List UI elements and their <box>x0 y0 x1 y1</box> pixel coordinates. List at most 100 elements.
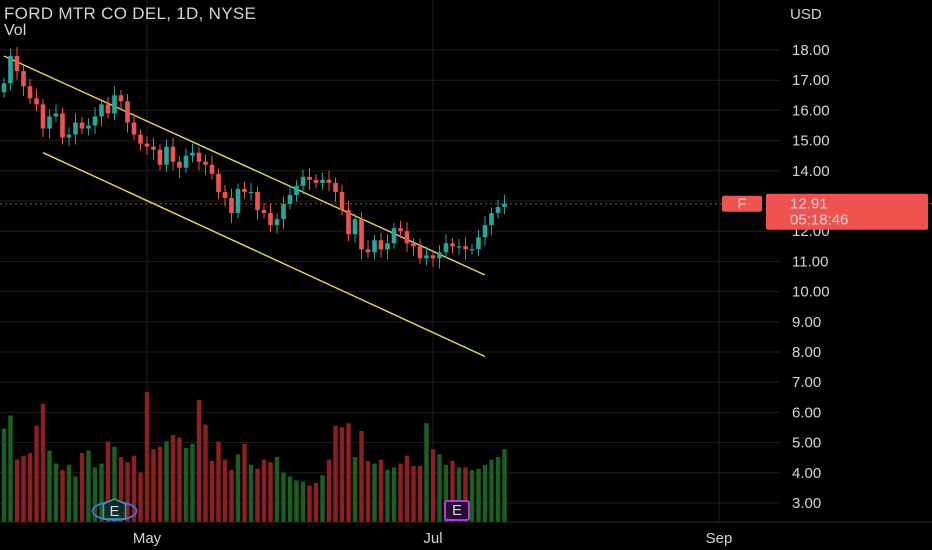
candle-body <box>326 179 332 183</box>
price-tick-label: 11.00 <box>792 253 828 270</box>
volume-bar <box>320 475 325 522</box>
candle-body <box>164 146 169 165</box>
candle-body <box>417 246 423 259</box>
volume-bar <box>203 424 208 522</box>
volume-bar <box>339 427 345 522</box>
volume-bar <box>53 463 59 522</box>
channel-upper-line <box>3 55 486 276</box>
candle-body <box>235 188 241 214</box>
candle-body <box>190 152 195 156</box>
time-axis[interactable]: May Jul Sep <box>0 521 932 547</box>
candle-body <box>300 176 306 186</box>
earnings-upcoming-label: E <box>452 502 462 519</box>
volume-bar <box>502 449 507 522</box>
volume-bar <box>482 464 488 522</box>
trend-channel[interactable] <box>3 55 486 358</box>
bar-countdown: 05:18:46 <box>790 212 848 229</box>
candle-body <box>99 104 104 117</box>
symbol-title[interactable]: FORD MTR CO DEL, 1D, NYSE <box>4 4 257 23</box>
candle-body <box>131 122 137 135</box>
volume-bar <box>216 441 221 522</box>
candle-body <box>424 255 429 259</box>
volume-bar <box>391 467 397 522</box>
volume-bar <box>313 483 319 522</box>
candle-body <box>79 122 85 129</box>
candle-body <box>177 161 182 168</box>
volume-bar <box>229 470 234 522</box>
candle-body <box>53 113 59 117</box>
volume-bar <box>248 464 254 522</box>
volume-bar <box>34 425 39 522</box>
candle-body <box>105 104 111 114</box>
volume-bar <box>112 446 117 522</box>
candle-body <box>463 246 468 250</box>
volume-bar <box>1 428 7 522</box>
candle-body <box>229 197 234 214</box>
volume-bar <box>398 463 403 522</box>
candle-body <box>222 191 228 198</box>
candle-body <box>398 228 403 232</box>
volume-indicator-label[interactable]: Vol <box>4 22 27 39</box>
price-tick-label: 5.00 <box>792 435 821 452</box>
candle-body <box>138 134 143 144</box>
candle-body <box>333 182 338 192</box>
time-tick-label: May <box>133 530 162 547</box>
candle-body <box>287 194 293 205</box>
earnings-upcoming-badge <box>444 500 470 521</box>
candle-body <box>346 210 351 235</box>
volume-bar <box>268 462 273 522</box>
candle-body <box>203 161 208 165</box>
volume-bar <box>450 460 455 522</box>
volume-bar <box>8 415 13 522</box>
volume-bar <box>294 480 299 522</box>
volume-bar <box>66 464 72 522</box>
candle-body <box>157 149 163 165</box>
volume-bar <box>365 460 371 522</box>
candle-body <box>21 71 26 87</box>
volume-bar <box>346 423 351 522</box>
price-axis[interactable]: USD18.0017.0016.0015.0014.0013.0012.0011… <box>722 6 928 512</box>
candle-body <box>456 246 462 248</box>
candle-body <box>469 249 475 251</box>
volume-bar <box>307 485 312 522</box>
volume-bar <box>125 462 130 522</box>
candle-body <box>404 231 410 244</box>
volume-bar <box>164 441 169 522</box>
candle-body <box>60 113 65 138</box>
channel-lower-line <box>42 152 486 358</box>
candle-body <box>502 203 507 208</box>
volume-bar <box>378 459 384 522</box>
candle-body <box>352 219 358 235</box>
volume-bar <box>92 467 98 522</box>
candle-body <box>66 134 72 138</box>
volume-bar <box>138 472 143 522</box>
price-tick-label: 3.00 <box>792 495 821 512</box>
currency-label: USD <box>790 6 822 23</box>
last-price-value: 12.91 <box>790 196 828 213</box>
candle-body <box>378 240 384 250</box>
price-tick-label: 6.00 <box>792 404 821 421</box>
volume-bar <box>476 468 481 522</box>
volume-bars <box>1 392 507 522</box>
candle-body <box>437 252 442 259</box>
candle-body <box>86 125 91 129</box>
volume-bar <box>352 457 358 522</box>
volume-bar <box>326 459 332 522</box>
volume-bar <box>300 481 306 522</box>
volume-bar <box>60 470 65 522</box>
candle-body <box>40 104 46 129</box>
volume-bar <box>495 457 501 522</box>
symbol-tag <box>722 195 762 212</box>
candle-body <box>339 191 345 211</box>
volume-bar <box>73 476 78 522</box>
candle-body <box>125 101 130 123</box>
volume-bar <box>190 444 195 522</box>
price-tick-label: 17.00 <box>792 72 830 89</box>
volume-bar <box>424 423 429 522</box>
candle-body <box>8 56 13 84</box>
candle-body <box>372 240 377 253</box>
volume-bar <box>333 425 338 522</box>
candle-body <box>365 249 371 253</box>
